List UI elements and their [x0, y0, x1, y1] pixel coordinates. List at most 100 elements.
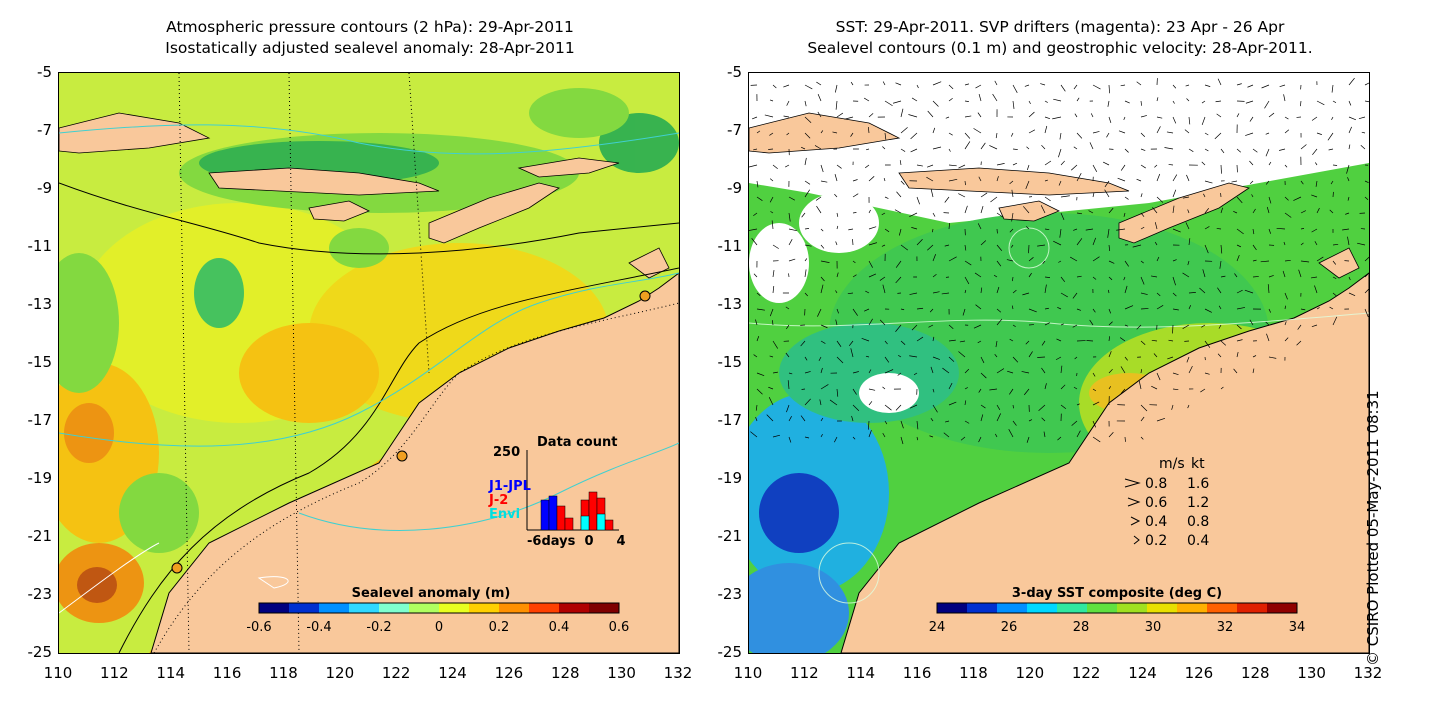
velocity-vector	[1124, 305, 1134, 310]
velocity-vector	[1151, 385, 1158, 390]
sealevel-anomaly-map[interactable]: -0.6 -0.4 -0.2 0 0.2 0.4 0.6 Sealevel anomaly …	[58, 72, 680, 654]
velocity-vector	[977, 112, 982, 118]
velocity-vector	[1202, 269, 1206, 278]
velocity-vector	[1108, 432, 1114, 438]
velocity-vector	[868, 318, 873, 326]
velocity-vector	[1332, 276, 1337, 279]
velocity-vector	[1092, 164, 1098, 172]
y-tick-label: -11	[27, 237, 53, 255]
sumba-island-right	[998, 200, 1060, 222]
y-tick-label: -15	[717, 353, 743, 371]
velocity-vector	[896, 191, 902, 198]
velocity-vector	[1044, 179, 1048, 182]
velocity-vector	[894, 209, 902, 214]
velocity-vector	[1152, 207, 1158, 214]
velocity-vector	[941, 292, 950, 295]
velocity-vector	[804, 84, 813, 90]
velocity-vector	[1028, 308, 1037, 313]
velocity-vector	[1201, 324, 1206, 328]
velocity-vector	[867, 127, 870, 134]
velocity-vector	[1154, 164, 1158, 168]
colorbar-swatch	[319, 603, 350, 613]
velocity-vector	[772, 371, 778, 374]
velocity-vector	[910, 148, 918, 153]
velocity-vector	[1188, 292, 1196, 294]
velocity-vector	[1218, 324, 1222, 329]
velocity-vector	[1348, 276, 1351, 281]
sst-map[interactable]: m/s kt 0.8 1.6 0.6 1.2 0.4 0.8 0.2 0.4 24 26 28 30…	[748, 72, 1370, 654]
velocity-vector	[932, 100, 939, 107]
velocity-vector	[1140, 436, 1144, 440]
velocity-vector	[1012, 420, 1017, 426]
tide-gauge-marker	[396, 450, 408, 462]
velocity-vector	[1245, 100, 1254, 104]
x-tick-label: 110	[43, 664, 73, 682]
velocity-vector	[1108, 244, 1111, 252]
velocity-vector	[996, 308, 1002, 313]
velocity-vector	[769, 178, 774, 182]
velocity-vector	[959, 340, 966, 343]
velocity-vector	[1076, 238, 1083, 246]
velocity-vector	[844, 116, 854, 120]
velocity-vector	[1364, 196, 1369, 201]
velocity-vector	[948, 223, 950, 230]
velocity-vector	[829, 399, 838, 406]
velocity-vector	[1342, 228, 1350, 231]
colorbar-swatch	[967, 603, 998, 613]
velocity-vector	[1116, 228, 1126, 231]
velocity-vector	[1140, 308, 1149, 310]
velocity-vector	[1310, 276, 1318, 279]
x-tick-label: 130	[1297, 664, 1326, 682]
velocity-vector	[1011, 212, 1014, 222]
velocity-vector	[753, 212, 758, 217]
velocity-vector	[882, 432, 886, 438]
velocity-vector	[1201, 161, 1206, 166]
velocity-vector	[996, 286, 1000, 294]
velocity-vector	[1140, 212, 1145, 217]
velocity-vector	[835, 84, 838, 93]
velocity-vector	[1268, 308, 1271, 313]
velocity-vector	[1107, 228, 1110, 238]
velocity-vector	[1058, 148, 1062, 158]
velocity-vector	[1156, 292, 1161, 297]
velocity-vector	[1283, 241, 1286, 246]
x-tick-label: 130	[607, 664, 636, 682]
credit-text: © CSIRO Plotted 05-May-2011 08:31	[1364, 390, 1382, 666]
velocity-vector	[1172, 228, 1181, 233]
velocity-vector	[1245, 132, 1254, 136]
velocity-vector	[1204, 148, 1209, 152]
velocity-vector	[964, 276, 970, 285]
velocity-vector	[820, 340, 826, 344]
velocity-vector	[1364, 180, 1369, 184]
x-tick-label: 128	[550, 664, 580, 682]
velocity-vector	[964, 244, 967, 251]
velocity-vector	[1236, 324, 1242, 330]
velocity-vector	[1028, 100, 1031, 104]
velocity-vector	[1108, 84, 1110, 94]
velocity-vector	[787, 380, 790, 390]
y-tick-label: -25	[27, 643, 53, 661]
velocity-vector	[980, 192, 988, 198]
velocity-vector	[1284, 196, 1289, 201]
velocity-vector	[964, 141, 971, 150]
velocity-vector	[1236, 228, 1244, 235]
velocity-vector	[1327, 132, 1334, 141]
velocity-vector	[895, 324, 902, 332]
velocity-vector	[1088, 210, 1094, 214]
velocity-vector	[768, 386, 774, 390]
velocity-vector	[1060, 84, 1066, 92]
velocity-vector	[1298, 269, 1302, 278]
colorbar-swatch	[559, 603, 590, 613]
australia-landmass-left	[150, 272, 679, 653]
velocity-vector	[913, 372, 918, 376]
velocity-vector	[944, 244, 950, 247]
flores-island-right	[898, 167, 1130, 196]
velocity-vector	[801, 212, 806, 218]
velocity-vector	[882, 284, 886, 294]
sumbawa-flores-island	[208, 167, 440, 196]
y-tick-label: -5	[37, 63, 52, 81]
velocity-vector	[788, 416, 792, 422]
velocity-vector	[1268, 112, 1275, 118]
velocity-vector	[1252, 368, 1255, 374]
velocity-vector	[836, 308, 839, 314]
